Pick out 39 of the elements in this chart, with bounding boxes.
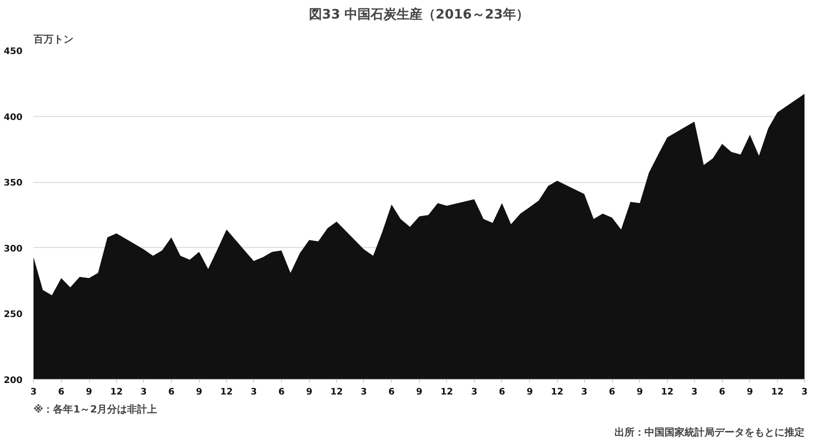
x-tick-label: 6	[168, 388, 174, 398]
y-axis-title: 百万トン	[32, 34, 74, 46]
x-tick-label: 12	[110, 388, 123, 398]
y-tick-label: 200	[4, 376, 23, 386]
x-tick-label: 6	[58, 388, 64, 398]
text: ※：各年1～2月分は非計上	[34, 404, 158, 416]
x-tick-label: 12	[330, 388, 343, 398]
x-tick-label: 3	[691, 388, 698, 398]
x-tick-label: 3	[30, 388, 37, 398]
y-tick-label: 450	[4, 47, 23, 57]
x-tick-label: 9	[86, 388, 92, 398]
x-tick-label: 12	[660, 388, 674, 398]
x-tick-label: 6	[608, 388, 616, 398]
x-tick-label: 6	[278, 388, 285, 398]
x-tick-label: 6	[388, 388, 395, 398]
y-tick-label: 350	[4, 178, 23, 189]
x-tick-label: 12	[550, 388, 564, 398]
x-tick-label: 9	[306, 388, 312, 398]
x-tick-label: 3	[581, 388, 588, 398]
x-tick-label: 12	[220, 388, 233, 398]
x-tick-label: 9	[636, 388, 643, 398]
x-tick-label: 12	[771, 388, 784, 398]
x-tick-label: 3	[801, 388, 808, 398]
y-tick-label: 300	[4, 244, 23, 254]
y-tick-label: 400	[4, 112, 23, 123]
x-tick-label: 9	[416, 388, 422, 398]
x-tick-label: 3	[140, 388, 147, 398]
x-tick-label: 3	[471, 388, 478, 398]
x-tick-label: 12	[440, 388, 454, 398]
x-tick-label: 3	[360, 388, 367, 398]
x-tick-label: 3	[250, 388, 257, 398]
chart-title: 図33 中国石炭生産（2016～23年）	[309, 6, 529, 22]
text: 出所：中国国家統計局データをもとに推定	[614, 426, 804, 438]
y-tick-label: 250	[4, 310, 23, 320]
x-tick-label: 6	[498, 388, 506, 398]
x-tick-label: 9	[196, 388, 202, 398]
x-tick-label: 9	[746, 388, 754, 398]
x-tick-label: 6	[719, 388, 726, 398]
x-tick-label: 9	[526, 388, 533, 398]
